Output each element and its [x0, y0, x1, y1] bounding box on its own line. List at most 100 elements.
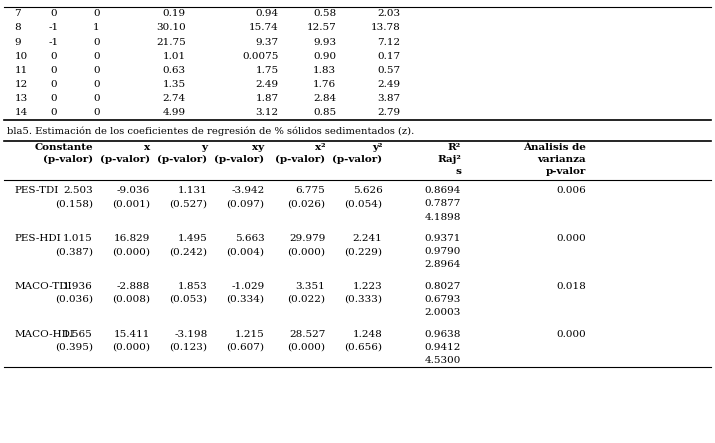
- Text: (0.229): (0.229): [345, 247, 383, 256]
- Text: 1.87: 1.87: [256, 94, 279, 103]
- Text: -1: -1: [49, 38, 59, 47]
- Text: 0.0075: 0.0075: [242, 52, 279, 61]
- Text: 0: 0: [50, 9, 57, 18]
- Text: (0.001): (0.001): [112, 199, 150, 208]
- Text: 0: 0: [93, 66, 100, 75]
- Text: (p-valor): (p-valor): [43, 155, 93, 164]
- Text: 0.000: 0.000: [556, 330, 586, 338]
- Text: 1.015: 1.015: [63, 234, 93, 243]
- Text: y: y: [202, 143, 207, 152]
- Text: 1.215: 1.215: [235, 330, 265, 338]
- Text: 5.663: 5.663: [235, 234, 265, 243]
- Text: -2.888: -2.888: [117, 282, 150, 291]
- Text: 0.006: 0.006: [556, 186, 586, 195]
- Text: 1.131: 1.131: [177, 186, 207, 195]
- Text: 4.99: 4.99: [163, 109, 186, 117]
- Text: 1.565: 1.565: [63, 330, 93, 338]
- Text: 1.223: 1.223: [352, 282, 383, 291]
- Text: 2.79: 2.79: [378, 109, 400, 117]
- Text: (0.004): (0.004): [227, 247, 265, 256]
- Text: (0.000): (0.000): [287, 247, 325, 256]
- Text: (p-valor): (p-valor): [157, 155, 207, 164]
- Text: MACO-HDI: MACO-HDI: [14, 330, 74, 338]
- Text: 12: 12: [14, 80, 28, 89]
- Text: 0: 0: [93, 94, 100, 103]
- Text: (0.022): (0.022): [287, 295, 325, 304]
- Text: 30.10: 30.10: [156, 23, 186, 32]
- Text: (0.334): (0.334): [227, 295, 265, 304]
- Text: (0.656): (0.656): [345, 343, 383, 352]
- Text: 7.12: 7.12: [378, 38, 400, 47]
- Text: (0.026): (0.026): [287, 199, 325, 208]
- Text: 0.90: 0.90: [313, 52, 336, 61]
- Text: (0.036): (0.036): [55, 295, 93, 304]
- Text: 0.7877: 0.7877: [425, 199, 461, 208]
- Text: (0.242): (0.242): [169, 247, 207, 256]
- Text: 3.87: 3.87: [378, 94, 400, 103]
- Text: 3.351: 3.351: [295, 282, 325, 291]
- Text: 2.84: 2.84: [313, 94, 336, 103]
- Text: 0.63: 0.63: [163, 66, 186, 75]
- Text: 0.58: 0.58: [313, 9, 336, 18]
- Text: PES-TDI: PES-TDI: [14, 186, 59, 195]
- Text: 9.93: 9.93: [313, 38, 336, 47]
- Text: 0.85: 0.85: [313, 109, 336, 117]
- Text: MACO-TDI: MACO-TDI: [14, 282, 72, 291]
- Text: p-valor: p-valor: [546, 167, 586, 176]
- Text: 5.626: 5.626: [352, 186, 383, 195]
- Text: 1.853: 1.853: [177, 282, 207, 291]
- Text: PES-HDI: PES-HDI: [14, 234, 61, 243]
- Text: bla5. Estimación de los coeficientes de regresión de % sólidos sedimentados (z).: bla5. Estimación de los coeficientes de …: [7, 127, 415, 136]
- Text: 28.527: 28.527: [289, 330, 325, 338]
- Text: (0.097): (0.097): [227, 199, 265, 208]
- Text: (0.008): (0.008): [112, 295, 150, 304]
- Text: (p-valor): (p-valor): [214, 155, 265, 164]
- Text: 0.94: 0.94: [256, 9, 279, 18]
- Text: 1.01: 1.01: [163, 52, 186, 61]
- Text: 1.495: 1.495: [177, 234, 207, 243]
- Text: 8: 8: [14, 23, 21, 32]
- Text: 0.8694: 0.8694: [425, 186, 461, 195]
- Text: (0.527): (0.527): [169, 199, 207, 208]
- Text: 16.829: 16.829: [114, 234, 150, 243]
- Text: 21.75: 21.75: [156, 38, 186, 47]
- Text: 12.57: 12.57: [306, 23, 336, 32]
- Text: 14: 14: [14, 109, 28, 117]
- Text: (0.123): (0.123): [169, 343, 207, 352]
- Text: 1.35: 1.35: [163, 80, 186, 89]
- Text: 1.83: 1.83: [313, 66, 336, 75]
- Text: 0: 0: [93, 109, 100, 117]
- Text: 0: 0: [50, 52, 57, 61]
- Text: 2.241: 2.241: [352, 234, 383, 243]
- Text: y²: y²: [372, 143, 383, 152]
- Text: 2.503: 2.503: [63, 186, 93, 195]
- Text: (0.000): (0.000): [112, 343, 150, 352]
- Text: Constante: Constante: [34, 143, 93, 152]
- Text: 2.8964: 2.8964: [425, 260, 461, 269]
- Text: x²: x²: [315, 143, 325, 152]
- Text: 7: 7: [14, 9, 21, 18]
- Text: (0.333): (0.333): [345, 295, 383, 304]
- Text: (p-valor): (p-valor): [332, 155, 383, 164]
- Text: -3.198: -3.198: [174, 330, 207, 338]
- Text: 0.19: 0.19: [163, 9, 186, 18]
- Text: varianza: varianza: [538, 155, 586, 164]
- Text: 0: 0: [93, 52, 100, 61]
- Text: (0.395): (0.395): [55, 343, 93, 352]
- Text: 6.775: 6.775: [295, 186, 325, 195]
- Text: 29.979: 29.979: [289, 234, 325, 243]
- Text: 0.57: 0.57: [378, 66, 400, 75]
- Text: 9: 9: [14, 38, 21, 47]
- Text: 0.9638: 0.9638: [425, 330, 461, 338]
- Text: 9.37: 9.37: [256, 38, 279, 47]
- Text: 0.8027: 0.8027: [425, 282, 461, 291]
- Text: (0.607): (0.607): [227, 343, 265, 352]
- Text: 1.76: 1.76: [313, 80, 336, 89]
- Text: 0.9790: 0.9790: [425, 247, 461, 256]
- Text: xy: xy: [252, 143, 265, 152]
- Text: -3.942: -3.942: [231, 186, 265, 195]
- Text: 0: 0: [93, 80, 100, 89]
- Text: 1: 1: [93, 23, 100, 32]
- Text: (0.387): (0.387): [55, 247, 93, 256]
- Text: 3.12: 3.12: [256, 109, 279, 117]
